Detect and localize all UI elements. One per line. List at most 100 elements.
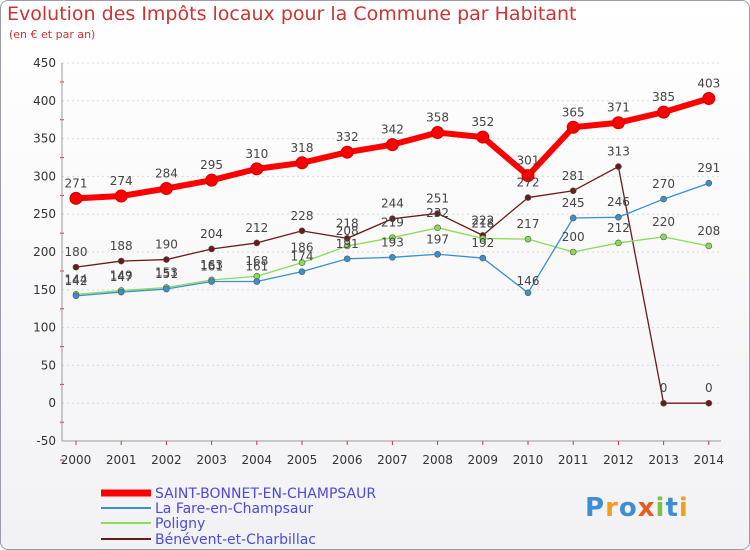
x-tick-label: 2000 [61,453,92,467]
data-point [702,92,716,106]
data-label: 281 [562,169,585,183]
data-point [434,224,441,232]
data-label: 219 [381,216,404,230]
y-tick-label: 450 [33,56,56,70]
y-tick-label: 350 [33,132,56,146]
data-label: 222 [471,213,494,227]
data-point [163,285,170,293]
data-point [657,105,671,119]
data-label: 161 [245,259,268,273]
data-point [524,194,532,201]
data-label: 0 [660,381,668,395]
data-point [521,169,535,183]
data-label: 142 [65,274,88,288]
data-point [569,187,577,195]
data-label: 274 [110,174,133,188]
data-point [660,195,667,203]
data-label: 193 [381,235,404,249]
data-label: 358 [426,111,449,125]
data-label: 217 [517,217,540,231]
y-tick-label: -50 [36,434,56,448]
data-label: 385 [652,90,675,104]
proxiti-logo: Proxiti [585,493,689,523]
data-label: 147 [110,270,133,284]
x-tick-label: 2008 [422,453,453,467]
data-label: 180 [65,245,88,259]
x-tick-label: 2005 [287,453,318,467]
data-label: 284 [155,166,178,180]
data-label: 163 [200,258,223,272]
data-label: 313 [607,145,630,159]
data-point [343,235,351,242]
data-point [615,213,622,221]
data-point [253,239,261,247]
data-label: 200 [562,230,585,244]
data-point [253,278,261,285]
data-point [208,278,215,285]
data-point [114,189,128,203]
data-point [295,156,309,170]
data-label: 301 [517,154,540,168]
data-point [385,138,399,152]
x-tick-label: 2009 [468,453,499,467]
x-tick-label: 2012 [603,453,634,467]
data-label: 218 [471,216,494,230]
data-label: 310 [245,147,268,161]
data-point [611,116,625,130]
legend-label-3: Bénévent-et-Charbillac [155,532,316,548]
data-point [389,253,396,261]
data-label: 365 [562,105,585,119]
data-point [434,250,441,258]
data-label: 332 [336,130,359,144]
chart-subtitle: (en € et par an) [9,28,96,41]
data-label: 161 [200,259,223,273]
data-label: 271 [65,176,88,190]
data-label: 204 [200,227,223,241]
data-point [660,399,667,407]
data-label: 208 [697,224,720,238]
data-label: 174 [291,250,314,264]
data-label: 191 [336,237,359,251]
data-point [69,191,83,205]
series-layer [69,92,716,407]
data-label: 342 [381,123,404,137]
data-label: 403 [697,77,720,91]
data-label: 318 [291,141,314,155]
data-label: 0 [705,381,713,395]
y-tick-label: 250 [33,207,56,221]
data-label: 245 [562,196,585,210]
data-label: 270 [652,177,675,191]
data-point [72,292,80,300]
data-point [117,257,125,265]
data-label: 291 [697,161,720,175]
chart-title: Evolution des Impôts locaux pour la Comm… [7,3,577,25]
data-point [343,242,351,250]
data-point [117,288,125,296]
data-point [524,235,532,243]
data-label: 144 [65,272,88,286]
data-point [705,399,713,407]
x-tick-label: 2004 [242,453,273,467]
data-label: 272 [517,176,540,190]
y-tick-label: 100 [33,321,56,335]
x-tick-label: 2006 [332,453,363,467]
data-point [705,179,713,187]
data-label: 371 [607,101,630,115]
y-tick-label: 400 [33,94,56,108]
data-point [566,120,580,134]
data-point [340,145,354,159]
data-label: 246 [607,195,630,209]
data-point [72,263,80,271]
data-point [298,259,306,266]
data-label: 186 [291,241,314,255]
data-point [389,234,396,241]
data-point [298,268,306,275]
data-point [431,126,445,140]
legend-label-1: La Fare-en-Champsaur [155,501,313,517]
data-label: 220 [652,215,675,229]
data-point [615,163,622,170]
data-labels: 271 274 284 295 310 318 332 342 358 352 301 365 371 3… [65,77,721,396]
data-point [389,215,396,223]
